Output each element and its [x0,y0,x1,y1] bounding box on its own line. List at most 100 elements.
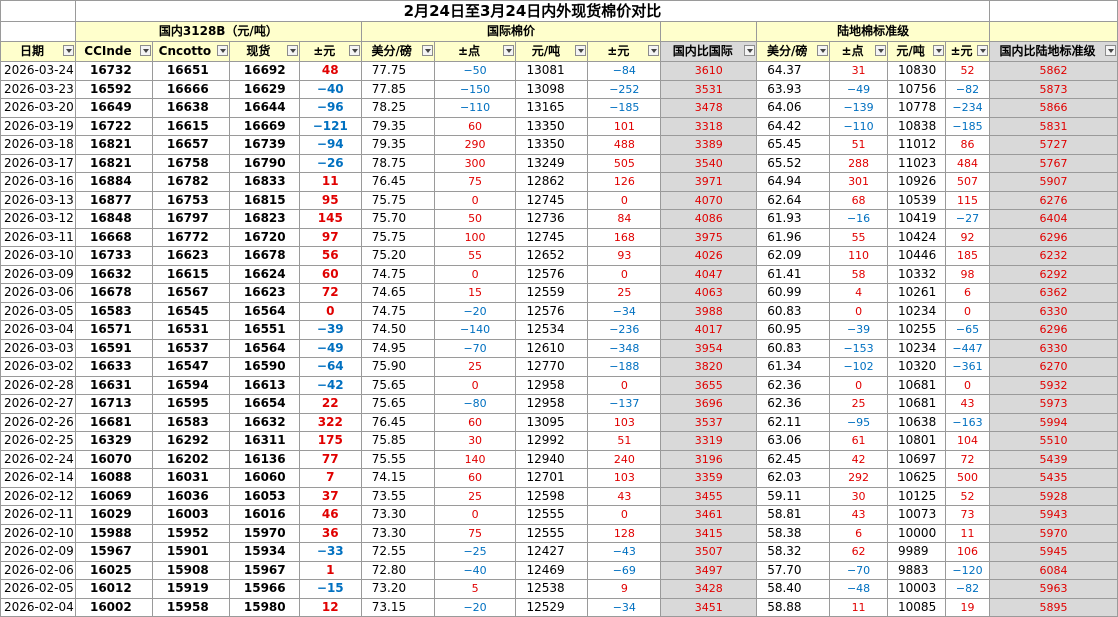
spot-change-cell: 60 [298,264,362,284]
spot-price-cell: 16060 [228,468,300,488]
ratio-intl-cell: 3540 [660,153,758,173]
intl-yuan-cell: 12559 [515,283,589,303]
upland-yuan-cell: 10332 [887,264,946,284]
spot-change-cell: −96 [298,98,362,118]
filter-dropdown-icon[interactable] [648,45,660,56]
intl-yuan-cell: 12555 [515,505,589,525]
date-cell: 2026-03-02 [0,357,76,377]
upland-points-cell: −102 [829,357,889,377]
ratio-upland-cell: 6404 [988,209,1118,229]
us-cents-cell: 73.30 [360,523,435,543]
upland-cents-cell: 62.36 [756,394,831,414]
header-ratio-upland: 国内比陆地标准级 [988,41,1118,62]
header-upland-yuan-label: 元/吨 [896,44,925,58]
intl-yuan-cell: 12469 [515,560,589,580]
us-cents-cell: 75.20 [360,246,435,266]
intl-change-cell: 128 [587,523,662,543]
filter-dropdown-icon[interactable] [575,45,587,56]
upland-points-cell: 25 [829,394,889,414]
spot-price-cell: 16644 [228,98,300,118]
cncotton-cell: 16531 [151,320,230,340]
us-cents-cell: 72.80 [360,560,435,580]
cncotton-cell: 15919 [151,579,230,599]
ratio-upland-cell: 5932 [988,375,1118,395]
upland-yuan-cell: 10085 [887,597,946,617]
ratio-intl-cell: 3537 [660,412,758,432]
ccindex-cell: 16070 [74,449,153,469]
spot-change-cell: 22 [298,394,362,414]
upland-points-cell: −39 [829,320,889,340]
us-cents-cell: 75.85 [360,431,435,451]
intl-yuan-cell: 12770 [515,357,589,377]
us-points-cell: 140 [433,449,517,469]
intl-change-cell: −43 [587,542,662,562]
upland-change-cell: −361 [945,357,990,377]
cncotton-cell: 16583 [151,412,230,432]
ratio-upland-cell: 6330 [988,338,1118,358]
filter-dropdown-icon[interactable] [1105,45,1116,56]
header-upland-points: ±点 [829,41,889,62]
filter-dropdown-icon[interactable] [139,45,151,56]
us-cents-cell: 72.55 [360,542,435,562]
filter-dropdown-icon[interactable] [348,45,360,56]
upland-points-cell: 42 [829,449,889,469]
ccindex-cell: 16002 [74,597,153,617]
filter-dropdown-icon[interactable] [503,45,515,56]
date-cell: 2026-03-12 [0,209,76,229]
filter-dropdown-icon[interactable] [744,45,756,56]
upland-yuan-cell: 10125 [887,486,946,506]
filter-dropdown-icon[interactable] [286,45,298,56]
spot-change-cell: −121 [298,116,362,136]
intl-change-cell: 168 [587,227,662,247]
intl-yuan-cell: 12958 [515,375,589,395]
spot-price-cell: 16629 [228,79,300,99]
date-cell: 2026-03-20 [0,98,76,118]
ccindex-cell: 16884 [74,172,153,192]
intl-change-cell: 240 [587,449,662,469]
header-spot-change: ±元 [298,41,362,62]
filter-dropdown-icon[interactable] [875,45,887,56]
us-cents-cell: 75.75 [360,190,435,210]
filter-dropdown-icon[interactable] [421,45,433,56]
table-row: 2026-03-05 16583 16545 16564 0 74.75 −20 12576−… [0,301,1118,321]
header-date: 日期 [0,41,76,62]
upland-yuan-cell: 10255 [887,320,946,340]
ratio-intl-cell: 4047 [660,264,758,284]
cncotton-cell: 16797 [151,209,230,229]
upland-cents-cell: 64.06 [756,98,831,118]
filter-dropdown-icon[interactable] [933,45,944,56]
upland-points-cell: 0 [829,375,889,395]
intl-change-cell: −34 [587,301,662,321]
ratio-upland-cell: 6276 [988,190,1118,210]
spot-price-cell: 16678 [228,246,300,266]
table-row: 2026-02-28 16631 16594 16613 −42 75.65 0 12958 0… [0,375,1118,395]
table-row: 2026-03-04 16571 16531 16551 −39 74.50 −140 125… [0,320,1118,340]
upland-change-cell: −120 [945,560,990,580]
filter-dropdown-icon[interactable] [976,45,988,56]
upland-yuan-cell: 10801 [887,431,946,451]
cncotton-cell: 16036 [151,486,230,506]
filter-dropdown-icon[interactable] [216,45,228,56]
ratio-intl-cell: 4017 [660,320,758,340]
ratio-upland-cell: 6232 [988,246,1118,266]
upland-points-cell: 61 [829,431,889,451]
filter-dropdown-icon[interactable] [817,45,829,56]
date-cell: 2026-02-06 [0,560,76,580]
us-points-cell: −140 [433,320,517,340]
ratio-intl-cell: 3531 [660,79,758,99]
us-points-cell: 300 [433,153,517,173]
intl-yuan-cell: 12958 [515,394,589,414]
upland-cents-cell: 65.52 [756,153,831,173]
upland-yuan-cell: 10419 [887,209,946,229]
upland-cents-cell: 64.94 [756,172,831,192]
table-row: 2026-02-04 16002 15958 15980 12 73.15 −20 12529… [0,597,1118,617]
spot-change-cell: 0 [298,301,362,321]
spot-price-cell: 16551 [228,320,300,340]
ratio-upland-cell: 6270 [988,357,1118,377]
upland-cents-cell: 59.11 [756,486,831,506]
date-cell: 2026-03-24 [0,61,76,81]
us-cents-cell: 75.70 [360,209,435,229]
cncotton-cell: 16003 [151,505,230,525]
cncotton-cell: 16753 [151,190,230,210]
filter-dropdown-icon[interactable] [62,45,74,56]
